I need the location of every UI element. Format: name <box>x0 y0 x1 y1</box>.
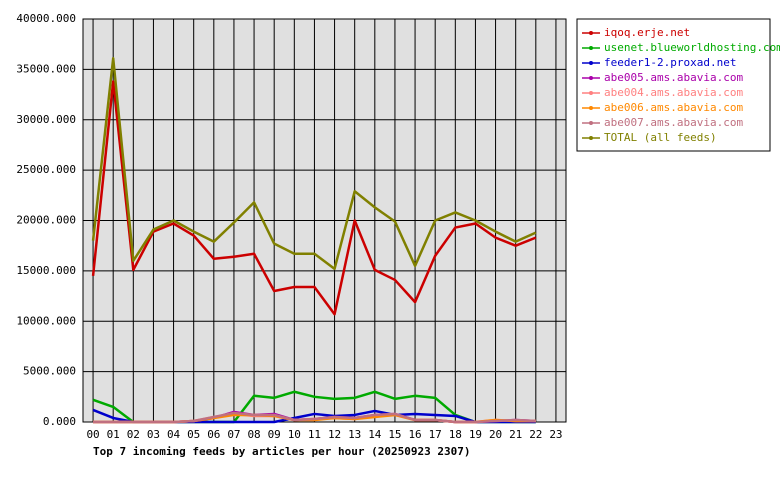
y-tick-label: 40000.000 <box>16 12 76 25</box>
legend-label: feeder1-2.proxad.net <box>604 56 736 69</box>
legend-marker <box>589 106 593 110</box>
legend-label: iqoq.erje.net <box>604 26 690 39</box>
y-tick-label: 25000.000 <box>16 163 76 176</box>
series-line <box>93 411 536 424</box>
x-tick-label: 16 <box>408 428 421 441</box>
x-tick-label: 12 <box>328 428 341 441</box>
x-tick-label: 01 <box>107 428 120 441</box>
y-tick-label: 35000.000 <box>16 62 76 75</box>
y-tick-label: 10000.000 <box>16 314 76 327</box>
legend-marker <box>589 61 593 65</box>
legend-label: abe007.ams.abavia.com <box>604 116 743 129</box>
legend-label: abe005.ams.abavia.com <box>604 71 743 84</box>
x-tick-label: 03 <box>147 428 160 441</box>
x-tick-label: 19 <box>469 428 482 441</box>
y-tick-label: 30000.000 <box>16 113 76 126</box>
x-tick-label: 21 <box>509 428 522 441</box>
legend-marker <box>589 76 593 80</box>
x-tick-label: 06 <box>207 428 220 441</box>
y-tick-label: 5000.000 <box>23 365 76 378</box>
series-line <box>91 80 537 316</box>
legend-box <box>576 18 771 152</box>
x-tick-label: 09 <box>268 428 281 441</box>
x-tick-label: 11 <box>308 428 321 441</box>
chart-title: Top 7 incoming feeds by articles per hou… <box>93 445 471 458</box>
y-tick-label: 20000.000 <box>16 214 76 227</box>
x-tick-label: 04 <box>167 428 181 441</box>
legend-marker <box>589 46 593 50</box>
legend-marker <box>589 136 593 140</box>
y-tick-label: 0.000 <box>43 415 76 428</box>
legend-label: abe004.ams.abavia.com <box>604 86 743 99</box>
x-tick-label: 18 <box>449 428 462 441</box>
legend-label: abe006.ams.abavia.com <box>604 101 743 114</box>
x-tick-label: 10 <box>288 428 301 441</box>
y-tick-label: 15000.000 <box>16 264 76 277</box>
x-tick-label: 20 <box>489 428 502 441</box>
x-tick-label: 14 <box>368 428 382 441</box>
legend-marker <box>589 121 593 125</box>
x-tick-label: 22 <box>529 428 542 441</box>
legend-label: usenet.blueworldhosting.com <box>604 41 780 54</box>
x-tick-label: 13 <box>348 428 361 441</box>
x-tick-label: 17 <box>429 428 442 441</box>
legend-marker <box>589 31 593 35</box>
legend-marker <box>589 91 593 95</box>
x-tick-label: 07 <box>227 428 240 441</box>
legend: iqoq.erje.net usenet.blueworldhosting.com… <box>576 18 780 152</box>
x-tick-label: 15 <box>388 428 401 441</box>
x-tick-label: 23 <box>549 428 562 441</box>
x-tick-label: 08 <box>247 428 260 441</box>
x-tick-label: 00 <box>86 428 99 441</box>
series-line <box>91 57 537 271</box>
x-tick-label: 05 <box>187 428 200 441</box>
x-tick-label: 02 <box>127 428 140 441</box>
legend-label: TOTAL (all feeds) <box>604 131 717 144</box>
